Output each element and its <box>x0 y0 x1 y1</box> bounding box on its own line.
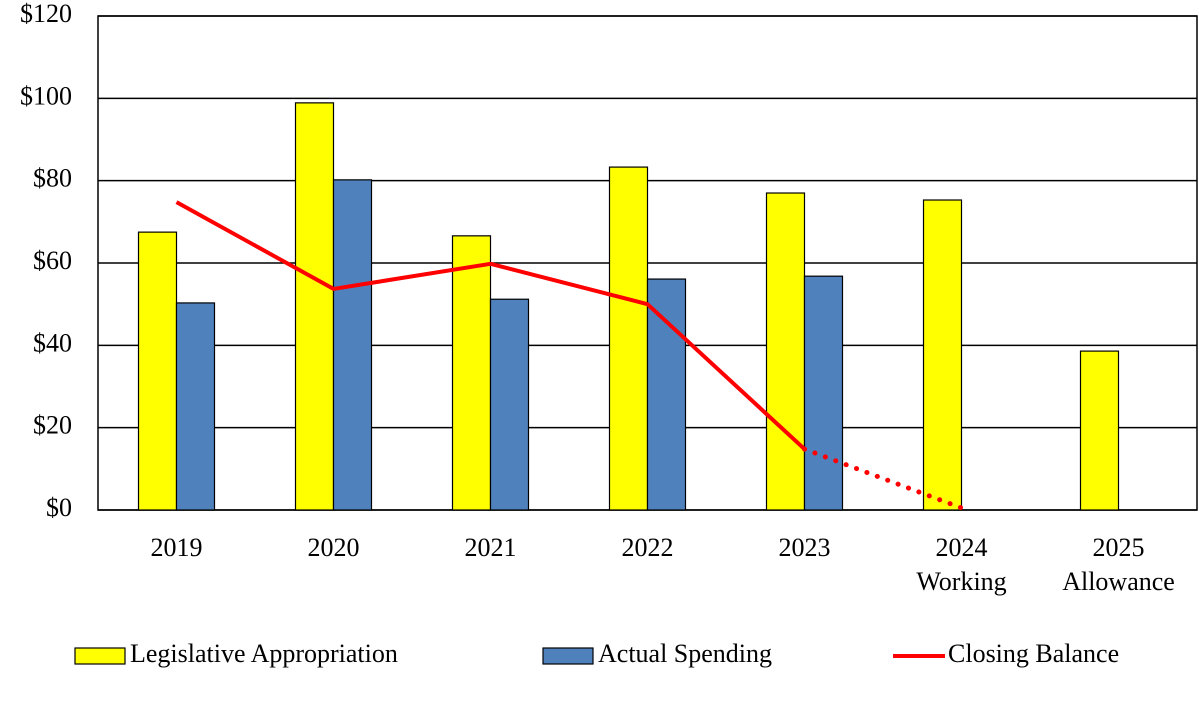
legend-label: Legislative Appropriation <box>130 639 398 668</box>
bar <box>137 231 178 511</box>
x-tick-label: Working <box>916 567 1006 596</box>
x-tick-label: 2025 <box>1093 533 1145 562</box>
y-tick-label: $20 <box>33 411 72 440</box>
y-tick-label: $80 <box>33 164 72 193</box>
bar <box>646 278 687 511</box>
legend-label: Closing Balance <box>948 639 1119 668</box>
y-tick-label: $100 <box>20 81 72 110</box>
y-tick-label: $0 <box>46 493 72 522</box>
bar <box>451 235 492 511</box>
bar <box>294 102 335 511</box>
x-tick-label: 2021 <box>465 533 517 562</box>
bar <box>1079 350 1120 511</box>
y-tick-label: $120 <box>20 0 72 28</box>
line <box>175 200 806 451</box>
bar <box>489 298 530 511</box>
y-tick-label: $60 <box>33 246 72 275</box>
x-tick-label: 2023 <box>779 533 831 562</box>
x-tick-label: 2019 <box>151 533 203 562</box>
bar <box>175 302 216 511</box>
x-tick-label: 2024 <box>936 533 988 562</box>
x-tick-label: 2022 <box>622 533 674 562</box>
legend-label: Actual Spending <box>598 639 772 668</box>
x-tick-label: 2020 <box>308 533 360 562</box>
bar <box>803 275 844 511</box>
y-tick-label: $40 <box>33 328 72 357</box>
legend-swatch <box>542 647 594 665</box>
bar <box>765 192 806 511</box>
bar <box>332 179 373 511</box>
x-tick-label: Allowance <box>1062 567 1175 596</box>
bar <box>608 166 649 511</box>
legend-swatch <box>74 647 126 665</box>
bar <box>922 199 963 511</box>
